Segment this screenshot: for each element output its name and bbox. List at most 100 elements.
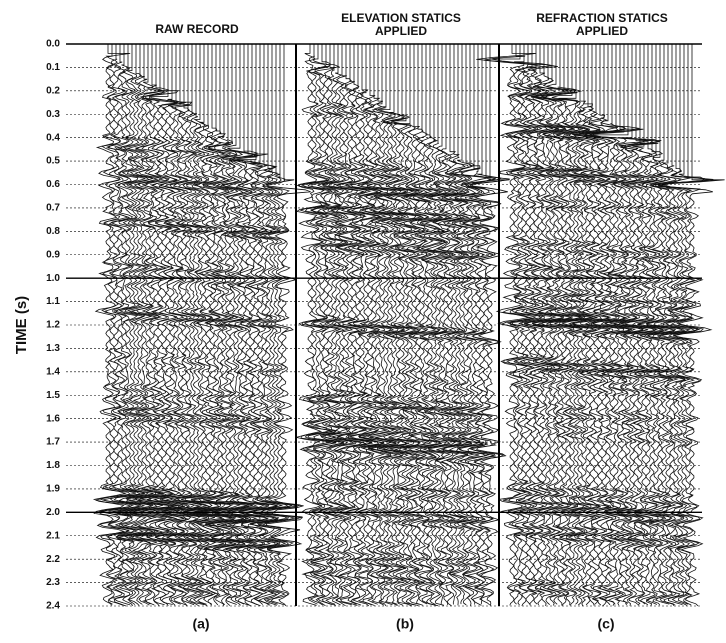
trace [180, 44, 216, 606]
y-tick-label: 2.1 [46, 530, 60, 541]
trace [631, 44, 665, 606]
y-tick-label: 1.6 [46, 413, 60, 424]
trace [584, 44, 619, 606]
y-tick-label: 0.2 [46, 85, 60, 96]
y-axis-label: TIME (s) [13, 296, 30, 354]
y-tick-label: 0.6 [46, 179, 60, 190]
trace [414, 44, 444, 607]
trace [427, 44, 457, 605]
trace [343, 44, 374, 606]
trace [657, 44, 705, 606]
trace [558, 44, 595, 605]
trace [320, 44, 349, 605]
trace [316, 44, 346, 606]
trace [658, 44, 725, 607]
trace [108, 44, 145, 606]
panel-title: ELEVATION STATICS [341, 11, 461, 25]
trace [462, 44, 502, 605]
trace [531, 44, 572, 606]
trace [584, 44, 621, 607]
trace [398, 44, 430, 605]
trace [222, 44, 266, 606]
trace [249, 44, 284, 606]
trace [99, 44, 142, 607]
trace [568, 44, 601, 607]
trace [393, 44, 425, 606]
trace [375, 44, 410, 606]
trace [572, 44, 610, 606]
trace [617, 44, 662, 605]
trace [389, 44, 423, 606]
trace [511, 44, 558, 605]
trace [524, 44, 565, 606]
y-tick-label: 1.4 [46, 366, 60, 377]
y-tick-label: 2.2 [46, 554, 60, 565]
trace [300, 44, 337, 606]
trace [436, 44, 464, 607]
y-tick-label: 2.4 [46, 601, 60, 612]
trace [440, 44, 472, 606]
trace [307, 44, 337, 607]
trace [132, 44, 170, 606]
panel-title: RAW RECORD [155, 22, 239, 36]
trace [422, 44, 452, 606]
trace [469, 44, 510, 606]
trace [258, 44, 297, 605]
trace [335, 44, 368, 606]
trace [298, 44, 332, 605]
trace [490, 44, 540, 606]
trace [620, 44, 659, 606]
trace [651, 44, 714, 605]
trace [404, 44, 440, 605]
trace [645, 44, 685, 605]
trace [467, 44, 510, 606]
trace [256, 44, 293, 606]
trace [336, 44, 373, 605]
trace [580, 44, 611, 605]
trace [358, 44, 393, 605]
trace [346, 44, 380, 607]
panel-title: APPLIED [375, 24, 427, 38]
trace [129, 44, 175, 605]
y-tick-label: 1.0 [46, 273, 60, 284]
trace [407, 44, 443, 606]
trace [531, 44, 569, 605]
trace [184, 44, 223, 605]
trace [265, 44, 311, 607]
trace [191, 44, 233, 605]
trace [383, 44, 419, 607]
trace [160, 44, 196, 606]
y-tick-label: 0.9 [46, 249, 60, 260]
trace [645, 44, 677, 606]
trace [175, 44, 212, 605]
trace [329, 44, 363, 606]
trace [148, 44, 186, 605]
trace [195, 44, 245, 606]
trace [461, 44, 495, 606]
y-tick-label: 1.3 [46, 343, 60, 354]
trace [450, 44, 489, 606]
y-tick-label: 1.2 [46, 320, 60, 331]
panel-title: APPLIED [576, 24, 628, 38]
trace [589, 44, 647, 605]
trace [635, 44, 670, 606]
y-tick-label: 1.9 [46, 484, 60, 495]
trace [518, 44, 549, 606]
trace [586, 44, 627, 606]
trace [584, 44, 654, 606]
y-tick-label: 1.7 [46, 437, 60, 448]
trace [365, 44, 398, 607]
panel-label: (c) [597, 616, 614, 632]
trace [509, 44, 553, 607]
trace [428, 44, 462, 605]
trace [309, 44, 344, 605]
trace [573, 44, 648, 606]
trace [419, 44, 449, 605]
trace [637, 44, 676, 605]
trace [441, 44, 470, 605]
traces [92, 44, 725, 607]
trace [381, 44, 415, 606]
y-tick-label: 2.3 [46, 577, 60, 588]
trace [572, 44, 640, 605]
